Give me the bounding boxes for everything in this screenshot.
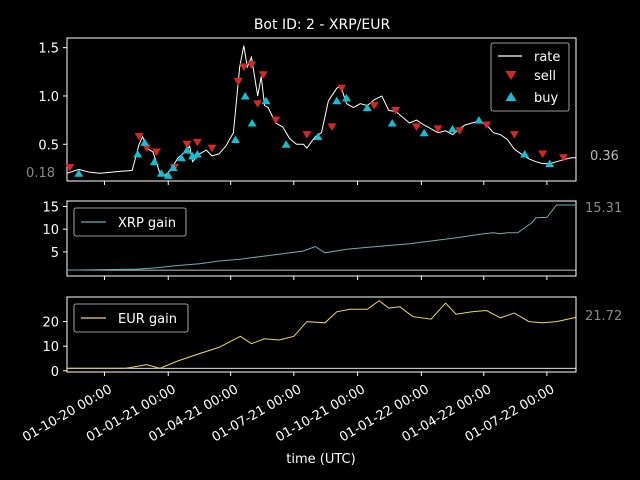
sell-marker bbox=[509, 131, 519, 139]
sell-marker bbox=[433, 125, 443, 133]
xrp-gain-panel: 5 10 15 15.31 XRP gain bbox=[42, 200, 622, 280]
xrp-y-ticks: 5 10 15 bbox=[42, 200, 67, 261]
y-tick-label: 0 bbox=[51, 365, 59, 380]
y-tick-label: 5 bbox=[51, 246, 59, 261]
sell-marker bbox=[482, 121, 492, 129]
buy-marker bbox=[163, 171, 173, 179]
buy-marker bbox=[140, 138, 150, 146]
legend-buy-label: buy bbox=[534, 91, 558, 106]
eur-panel-frame bbox=[66, 296, 577, 373]
buy-marker bbox=[341, 93, 351, 102]
sell-marker bbox=[182, 140, 192, 149]
eur-legend: EUR gain bbox=[73, 303, 189, 333]
y-tick-label: 20 bbox=[42, 316, 59, 331]
sell-marker bbox=[302, 131, 312, 139]
sell-marker bbox=[207, 144, 217, 153]
sell-marker bbox=[337, 84, 347, 93]
eur-right-annotation: 21.72 bbox=[585, 309, 622, 324]
buy-marker bbox=[192, 149, 202, 158]
xrp-x-ticks bbox=[103, 276, 548, 280]
y-tick-label: 1.0 bbox=[38, 90, 59, 105]
xrp-legend-box bbox=[73, 207, 187, 237]
buy-marker bbox=[474, 116, 484, 124]
sell-marker bbox=[192, 138, 202, 147]
legend-rate-label: rate bbox=[534, 50, 560, 65]
sell-marker bbox=[253, 100, 263, 108]
rate-left-annotation: 0.18 bbox=[26, 166, 55, 181]
legend-sell-label: sell bbox=[534, 69, 556, 84]
xrp-panel-frame bbox=[66, 200, 577, 277]
xrp-legend: XRP gain bbox=[73, 207, 187, 237]
sell-marker bbox=[142, 144, 152, 153]
buy-marker bbox=[261, 96, 271, 105]
y-tick-label: 0.5 bbox=[38, 138, 59, 153]
buy-marker bbox=[133, 149, 143, 158]
buy-marker bbox=[74, 169, 84, 177]
xrp-right-annotation: 15.31 bbox=[585, 201, 622, 216]
buy-marker bbox=[419, 128, 429, 137]
legend-sell-marker bbox=[505, 71, 517, 80]
legend-xrp-label: XRP gain bbox=[118, 216, 176, 231]
sell-marker bbox=[538, 150, 548, 158]
eur-gain-line bbox=[67, 300, 577, 369]
buy-marker bbox=[176, 153, 186, 162]
sell-marker bbox=[134, 133, 144, 141]
sell-marker bbox=[271, 116, 281, 125]
buy-marker bbox=[188, 151, 198, 160]
buy-markers bbox=[74, 91, 555, 179]
rate-x-ticks bbox=[103, 181, 548, 185]
buy-marker bbox=[545, 159, 555, 168]
x-axis-label: time (UTC) bbox=[286, 452, 355, 467]
buy-marker bbox=[281, 140, 291, 148]
sell-marker bbox=[327, 123, 337, 131]
buy-marker bbox=[520, 149, 530, 158]
buy-marker bbox=[362, 103, 372, 112]
buy-marker bbox=[149, 157, 159, 166]
y-tick-label: 1.5 bbox=[38, 42, 59, 57]
sell-marker bbox=[246, 61, 256, 70]
sell-marker bbox=[391, 106, 401, 115]
buy-marker bbox=[387, 119, 397, 127]
eur-legend-box bbox=[73, 303, 189, 333]
rate-y-ticks: 0.5 1.0 1.5 bbox=[38, 42, 67, 153]
sell-markers bbox=[65, 61, 569, 172]
sell-marker bbox=[258, 71, 268, 79]
buy-marker bbox=[156, 169, 166, 177]
xrp-gain-line bbox=[66, 204, 576, 271]
legend-buy-marker bbox=[505, 92, 517, 101]
chart-title: Bot ID: 2 - XRP/EUR bbox=[254, 17, 391, 33]
rate-legend: rate sell buy bbox=[490, 42, 570, 112]
sell-marker bbox=[239, 63, 249, 71]
rate-panel-frame bbox=[66, 37, 577, 182]
buy-marker bbox=[313, 132, 323, 141]
buy-marker bbox=[332, 96, 342, 105]
sell-marker bbox=[454, 127, 464, 135]
buy-marker bbox=[231, 135, 241, 143]
buy-marker bbox=[247, 119, 257, 127]
buy-marker bbox=[168, 163, 178, 171]
buy-marker bbox=[240, 91, 250, 100]
sell-marker bbox=[151, 148, 161, 157]
buy-marker bbox=[182, 146, 192, 154]
rate-panel: 0.5 1.0 1.5 0.18 0.36 rate sell buy bbox=[26, 37, 619, 185]
rate-right-annotation: 0.36 bbox=[590, 149, 619, 164]
y-tick-label: 10 bbox=[42, 340, 59, 355]
y-tick-label: 15 bbox=[42, 200, 59, 215]
eur-y-ticks: 0 10 20 bbox=[42, 316, 67, 380]
sell-marker bbox=[412, 123, 422, 131]
sell-marker bbox=[369, 102, 379, 110]
sell-marker bbox=[233, 77, 243, 86]
sell-marker bbox=[65, 163, 75, 172]
buy-marker bbox=[448, 124, 458, 133]
legend-eur-label: EUR gain bbox=[118, 312, 177, 327]
eur-x-ticks bbox=[103, 372, 548, 376]
y-tick-label: 10 bbox=[42, 223, 59, 238]
sell-marker bbox=[559, 154, 569, 162]
